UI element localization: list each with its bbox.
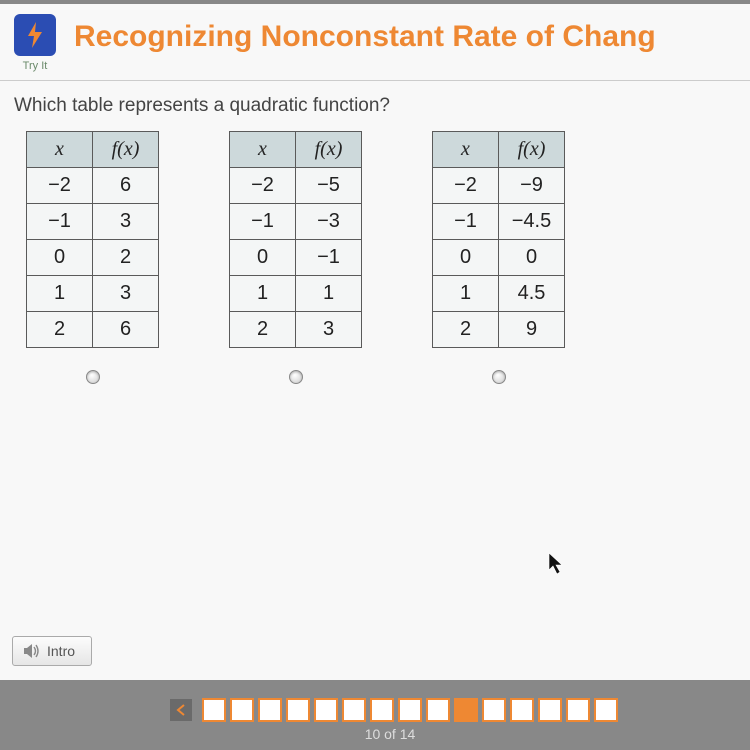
- table-cell: 1: [230, 276, 296, 312]
- table-cell: 1: [27, 276, 93, 312]
- table-cell: 1: [296, 276, 362, 312]
- data-table: xf(x)−26−13021326: [26, 131, 159, 348]
- progress-box-11[interactable]: [482, 698, 506, 722]
- table-cell: 4.5: [499, 276, 565, 312]
- table-cell: −3: [296, 204, 362, 240]
- col-header-fx: f(x): [296, 132, 362, 168]
- progress-box-14[interactable]: [566, 698, 590, 722]
- table-cell: −1: [296, 240, 362, 276]
- col-header-x: x: [27, 132, 93, 168]
- table-cell: 6: [93, 168, 159, 204]
- try-it-label: Try It: [23, 60, 48, 72]
- progress-box-2[interactable]: [230, 698, 254, 722]
- radio-option-1[interactable]: [289, 370, 303, 384]
- table-cell: −1: [27, 204, 93, 240]
- progress-counter: 10 of 14: [365, 726, 416, 742]
- progress-box-1[interactable]: [202, 698, 226, 722]
- table-cell: −4.5: [499, 204, 565, 240]
- progress-box-8[interactable]: [398, 698, 422, 722]
- progress-box-4[interactable]: [286, 698, 310, 722]
- progress-box-6[interactable]: [342, 698, 366, 722]
- bolt-icon: [23, 21, 47, 49]
- data-table: xf(x)−2−9−1−4.50014.529: [432, 131, 565, 348]
- table-cell: 3: [93, 204, 159, 240]
- progress-box-15[interactable]: [594, 698, 618, 722]
- table-cell: 0: [433, 240, 499, 276]
- prev-button[interactable]: [170, 699, 192, 721]
- table-cell: −2: [230, 168, 296, 204]
- progress-box-9[interactable]: [426, 698, 450, 722]
- answer-option-0: xf(x)−26−13021326: [26, 131, 159, 384]
- progress-box-5[interactable]: [314, 698, 338, 722]
- question-text: Which table represents a quadratic funct…: [0, 81, 750, 125]
- table-cell: 0: [27, 240, 93, 276]
- logo-block: Try It: [14, 14, 56, 72]
- table-cell: −2: [27, 168, 93, 204]
- table-cell: 2: [93, 240, 159, 276]
- table-cell: 9: [499, 312, 565, 348]
- progress-box-10[interactable]: [454, 698, 478, 722]
- table-cell: 2: [433, 312, 499, 348]
- col-header-x: x: [433, 132, 499, 168]
- page-title: Recognizing Nonconstant Rate of Chang: [74, 20, 656, 54]
- answer-option-2: xf(x)−2−9−1−4.50014.529: [432, 131, 565, 384]
- table-cell: 0: [499, 240, 565, 276]
- progress-row: [170, 698, 618, 722]
- table-cell: −2: [433, 168, 499, 204]
- table-cell: 6: [93, 312, 159, 348]
- table-cell: −5: [296, 168, 362, 204]
- progress-box-3[interactable]: [258, 698, 282, 722]
- progress-bar: 10 of 14: [0, 698, 750, 742]
- table-cell: 2: [27, 312, 93, 348]
- progress-box-13[interactable]: [538, 698, 562, 722]
- col-header-x: x: [230, 132, 296, 168]
- answer-option-1: xf(x)−2−5−1−30−11123: [229, 131, 362, 384]
- table-cell: 0: [230, 240, 296, 276]
- answer-options: xf(x)−26−13021326xf(x)−2−5−1−30−11123xf(…: [0, 125, 750, 384]
- table-cell: 1: [433, 276, 499, 312]
- progress-box-12[interactable]: [510, 698, 534, 722]
- chevron-left-icon: [176, 704, 186, 716]
- try-it-icon[interactable]: [14, 14, 56, 56]
- radio-option-2[interactable]: [492, 370, 506, 384]
- table-cell: −1: [230, 204, 296, 240]
- mouse-cursor: [548, 552, 566, 576]
- data-table: xf(x)−2−5−1−30−11123: [229, 131, 362, 348]
- intro-button[interactable]: Intro: [12, 636, 92, 666]
- table-cell: −9: [499, 168, 565, 204]
- intro-label: Intro: [47, 643, 75, 659]
- progress-box-7[interactable]: [370, 698, 394, 722]
- table-cell: 2: [230, 312, 296, 348]
- radio-option-0[interactable]: [86, 370, 100, 384]
- speaker-icon: [23, 643, 41, 659]
- table-cell: 3: [93, 276, 159, 312]
- table-cell: −1: [433, 204, 499, 240]
- header: Try It Recognizing Nonconstant Rate of C…: [0, 4, 750, 81]
- table-cell: 3: [296, 312, 362, 348]
- app-frame: Try It Recognizing Nonconstant Rate of C…: [0, 0, 750, 750]
- col-header-fx: f(x): [499, 132, 565, 168]
- col-header-fx: f(x): [93, 132, 159, 168]
- content-area: Try It Recognizing Nonconstant Rate of C…: [0, 4, 750, 680]
